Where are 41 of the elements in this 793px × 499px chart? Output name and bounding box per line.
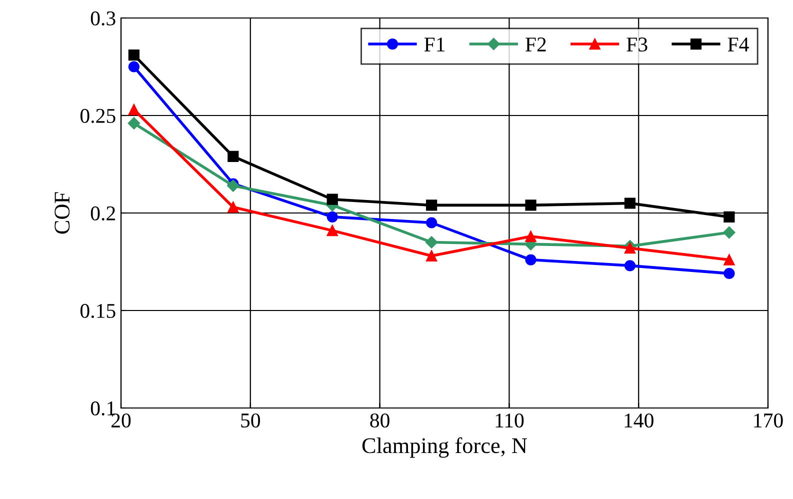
point (326, 194, 338, 205)
y-tick-label: 0.1 (90, 401, 115, 416)
point (128, 49, 140, 61)
x-tick-label: 50 (241, 413, 260, 428)
x-tick-label: 80 (370, 413, 390, 428)
point (525, 230, 536, 242)
point (724, 211, 735, 222)
x-tick-label: 140 (624, 413, 654, 428)
x-tick-label: 20 (112, 413, 131, 428)
point (724, 268, 735, 280)
legend-label: F3 (626, 38, 648, 52)
point (723, 226, 736, 239)
y-tick-label: 0.2 (90, 206, 115, 221)
point (724, 254, 735, 266)
point (227, 180, 240, 192)
point (425, 236, 438, 248)
point (624, 198, 636, 209)
point (326, 211, 338, 222)
point (426, 250, 438, 262)
point (128, 61, 140, 72)
x-axis-title: Clamping force, N (362, 437, 527, 458)
point (624, 242, 636, 254)
legend-label: F2 (526, 38, 546, 52)
y-tick-label: 0.15 (80, 304, 116, 318)
point (525, 254, 536, 266)
legend-label: F4 (728, 38, 749, 52)
y-tick-label: 0.3 (90, 11, 116, 26)
point (426, 200, 438, 211)
y-axis-title: COF (54, 192, 70, 234)
point (326, 224, 338, 236)
point (624, 260, 636, 272)
point (228, 202, 239, 213)
point (228, 150, 239, 162)
point (525, 200, 536, 211)
y-tick-label: 0.25 (80, 108, 116, 124)
x-tick-label: 170 (754, 413, 783, 428)
point (426, 217, 438, 228)
point (128, 117, 140, 130)
legend-label: F1 (424, 38, 444, 52)
point (128, 104, 140, 116)
x-tick-label: 110 (496, 413, 524, 428)
